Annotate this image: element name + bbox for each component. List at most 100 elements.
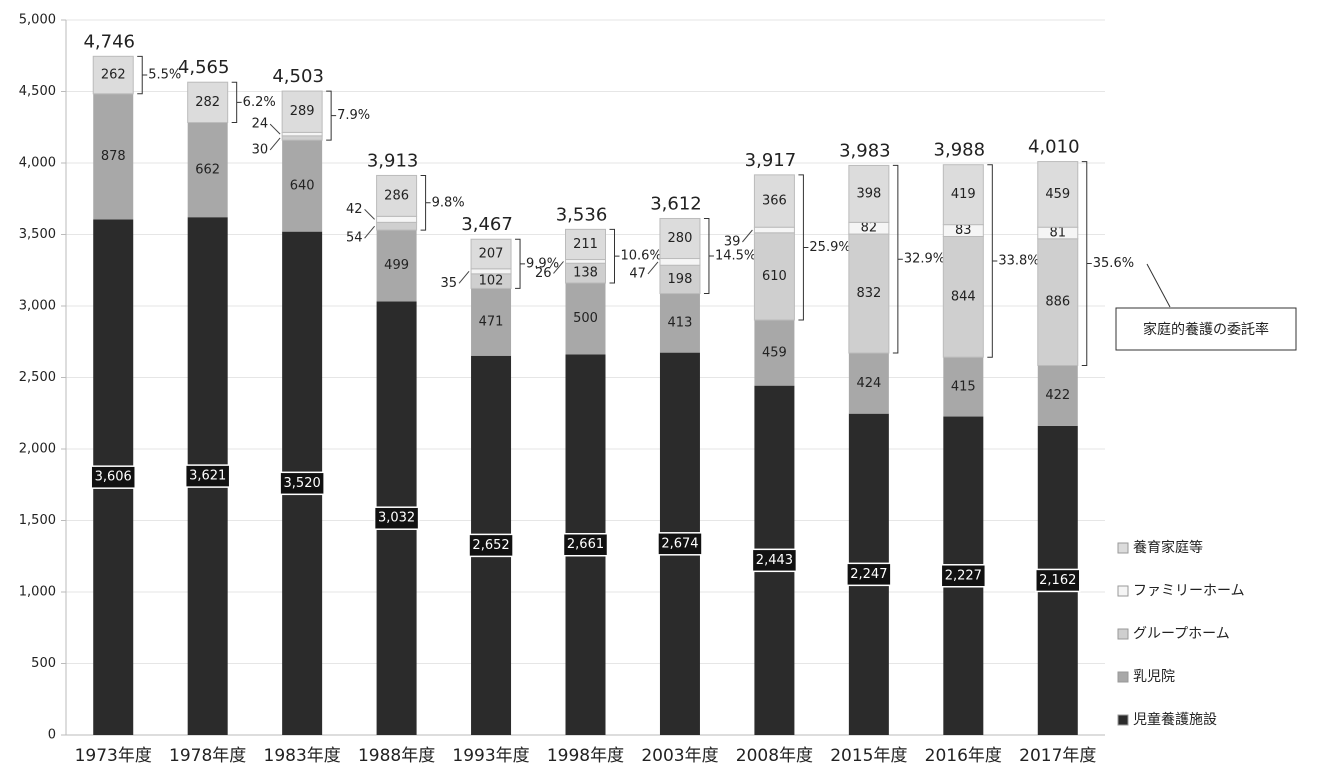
value-label: 2,652 xyxy=(472,538,509,553)
value-label-box xyxy=(373,506,420,530)
annotation-box xyxy=(1115,307,1297,351)
rate-bracket xyxy=(326,90,337,141)
rate-bracket xyxy=(420,174,431,231)
annotation: 家庭的養護の委託率 xyxy=(1143,321,1269,338)
bar-segment xyxy=(1037,161,1079,228)
x-tick-label: 1998年度 xyxy=(547,746,624,766)
value-label: 500 xyxy=(573,311,598,326)
bar-segment xyxy=(848,233,890,354)
x-tick-label: 2017年度 xyxy=(1019,746,1096,766)
bar-segment xyxy=(376,174,418,217)
rate-bracket xyxy=(515,238,526,289)
y-tick-label: 2,000 xyxy=(19,442,56,457)
total-label: 3,917 xyxy=(745,150,797,171)
y-tick-label: 500 xyxy=(31,656,56,671)
legend-swatch xyxy=(1117,714,1129,726)
label-leader xyxy=(742,229,753,243)
value-label: 82 xyxy=(861,221,878,236)
value-label: 640 xyxy=(290,178,315,193)
rate-bracket xyxy=(892,164,903,354)
value-label-box xyxy=(562,532,609,557)
total-label: 3,988 xyxy=(934,140,986,161)
legend-swatch xyxy=(1117,585,1129,597)
value-label: 262 xyxy=(101,68,126,83)
value-label: 2,443 xyxy=(756,553,793,568)
y-tick-label: 5,000 xyxy=(19,13,56,28)
value-label: 42 xyxy=(346,202,363,217)
bar-segment xyxy=(376,221,418,231)
rate-label: 32.9% xyxy=(904,252,945,267)
x-tick-label: 1983年度 xyxy=(264,746,341,766)
bar-segment xyxy=(187,81,229,124)
total-label: 4,503 xyxy=(272,66,324,87)
value-label-box xyxy=(468,533,514,558)
label-leader xyxy=(364,208,375,220)
bar-segment xyxy=(470,238,512,270)
value-label: 30 xyxy=(252,142,269,157)
y-tick-label: 0 xyxy=(48,728,56,743)
bar-segment xyxy=(470,268,512,275)
y-tick-label: 4,500 xyxy=(19,84,56,99)
value-label: 459 xyxy=(762,345,787,360)
value-label: 2,227 xyxy=(945,568,982,583)
value-label: 282 xyxy=(195,95,220,110)
value-label: 2,247 xyxy=(850,567,887,582)
value-label: 398 xyxy=(856,186,881,201)
value-label-box xyxy=(657,532,703,556)
bar-segment xyxy=(93,93,134,220)
value-label: 47 xyxy=(629,266,646,281)
bar-segment xyxy=(659,264,701,295)
bar-segment xyxy=(942,236,984,358)
rate-label: 9.9% xyxy=(526,256,559,271)
y-tick-label: 1,500 xyxy=(19,513,56,528)
legend-label: ファミリーホーム xyxy=(1133,583,1245,599)
value-label: 419 xyxy=(951,187,976,202)
value-label: 422 xyxy=(1045,388,1070,403)
value-label: 3,520 xyxy=(284,476,321,491)
legend-label: グループホーム xyxy=(1133,626,1230,642)
label-leader xyxy=(647,261,659,275)
x-tick-label: 1993年度 xyxy=(452,746,529,766)
bar-segment xyxy=(753,226,795,234)
bar-segment xyxy=(92,55,134,95)
bar-segment xyxy=(565,259,606,264)
value-label-box xyxy=(90,465,136,489)
value-label: 471 xyxy=(479,315,504,330)
legend-label: 乳児院 xyxy=(1133,669,1175,685)
x-tick-label: 1973年度 xyxy=(75,746,152,766)
label-leader xyxy=(269,123,281,135)
x-tick-label: 2016年度 xyxy=(925,746,1002,766)
annotation-leader xyxy=(1146,263,1171,308)
bar-segment xyxy=(281,131,323,137)
rate-bracket xyxy=(987,164,998,358)
value-label: 2,674 xyxy=(661,536,698,551)
value-label: 3,621 xyxy=(189,469,226,484)
value-label: 83 xyxy=(955,223,972,238)
bar-segment xyxy=(942,164,984,226)
value-label: 3,606 xyxy=(95,470,132,485)
value-label: 26 xyxy=(535,266,552,281)
value-label: 138 xyxy=(573,266,598,281)
legend-label: 養育家庭等 xyxy=(1133,539,1203,556)
rate-label: 7.9% xyxy=(337,108,370,123)
rate-bracket xyxy=(703,217,714,295)
x-tick-label: 2015年度 xyxy=(830,746,907,766)
x-tick-label: 2003年度 xyxy=(641,746,718,766)
value-label: 2,162 xyxy=(1039,573,1076,588)
value-label: 459 xyxy=(1045,187,1070,202)
value-label: 207 xyxy=(479,247,504,262)
rate-label: 6.2% xyxy=(243,95,276,110)
bar-segment xyxy=(281,135,323,141)
bar-segment xyxy=(376,230,417,302)
value-label: 2,661 xyxy=(567,537,604,552)
label-leader xyxy=(269,137,281,151)
x-tick-label: 1978年度 xyxy=(169,746,246,766)
value-label: 878 xyxy=(101,149,126,164)
bar-segment xyxy=(659,217,701,260)
value-label: 424 xyxy=(856,376,881,391)
value-label: 413 xyxy=(668,316,693,331)
total-label: 4,565 xyxy=(178,57,230,78)
value-label: 198 xyxy=(668,272,693,287)
rate-label: 25.9% xyxy=(809,240,850,255)
value-label: 844 xyxy=(951,289,976,304)
